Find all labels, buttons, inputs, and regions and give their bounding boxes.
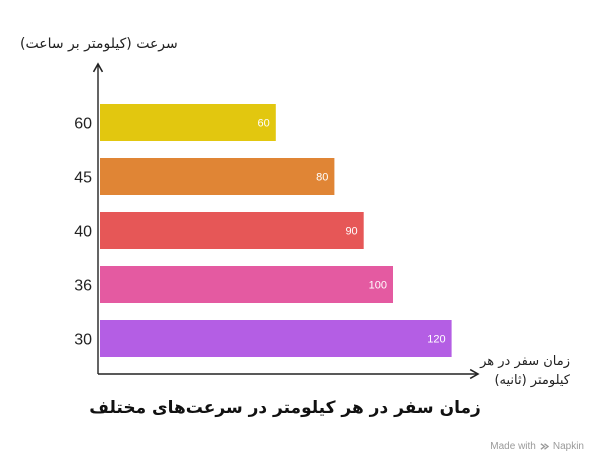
bars-group: 60 60 80 45 90 40 100 36 120 30 xyxy=(74,104,452,357)
bar-30 xyxy=(100,320,452,357)
made-with-credit[interactable]: Made with Napkin xyxy=(490,441,584,452)
napkin-logo-icon xyxy=(540,443,549,450)
bar-45 xyxy=(100,158,335,195)
bar-value-label: 100 xyxy=(369,280,387,292)
y-tick-label: 40 xyxy=(74,224,92,241)
bar-40 xyxy=(100,212,364,249)
bar-value-label: 80 xyxy=(316,172,328,184)
bar-36 xyxy=(100,266,393,303)
y-tick-label: 36 xyxy=(74,278,92,295)
y-tick-label: 45 xyxy=(74,170,92,187)
chart-title: زمان سفر در هر کیلومتر در سرعت‌های مختلف xyxy=(89,398,481,418)
bar-60 xyxy=(100,104,276,141)
credit-prefix: Made with xyxy=(490,441,536,452)
y-tick-label: 30 xyxy=(74,332,92,349)
credit-brand: Napkin xyxy=(552,441,584,452)
bar-value-label: 120 xyxy=(427,334,445,346)
y-tick-label: 60 xyxy=(74,116,92,133)
bar-value-label: 90 xyxy=(345,226,357,238)
bar-value-label: 60 xyxy=(258,118,270,130)
x-axis-label: زمان سفر در هر کیلومتر (ثانیه) xyxy=(480,354,570,388)
y-axis-label: سرعت (کیلومتر بر ساعت) xyxy=(20,36,178,52)
